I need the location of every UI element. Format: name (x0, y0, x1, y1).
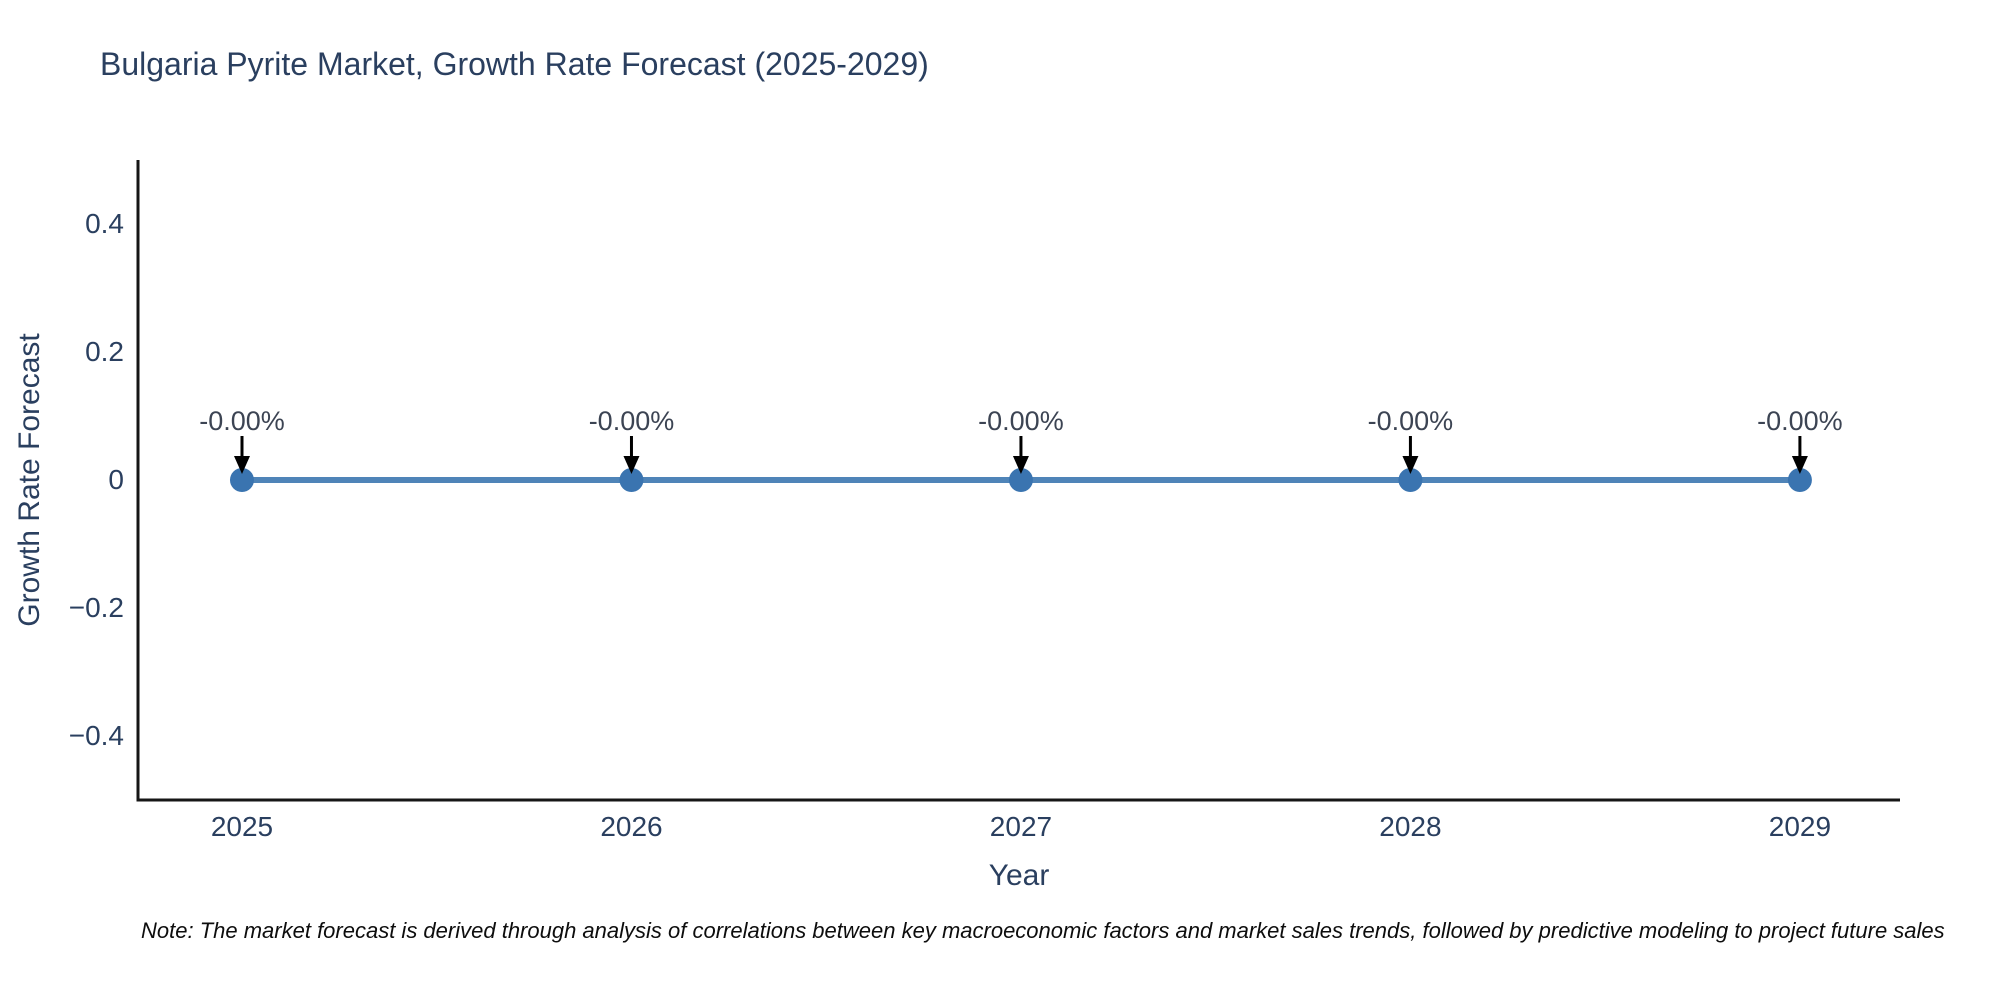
annotation-arrow-head (1402, 456, 1419, 474)
y-tick-label: −0.2 (69, 592, 124, 623)
y-tick-label: −0.4 (69, 720, 124, 751)
data-point (619, 468, 644, 492)
data-point (1787, 468, 1812, 492)
annotation-arrow-head (233, 456, 250, 474)
x-axis-title: Year (988, 859, 1050, 892)
annotation-arrow-head (1012, 456, 1029, 474)
plot-area: 0.4 0.2 0 −0.2 −0.4 2025 2026 2027 2028 2029 -0.00… (69, 160, 1900, 842)
x-tick-label: 2028 (1379, 811, 1441, 842)
point-annotation: -0.00% (978, 406, 1064, 436)
x-tick-label: 2025 (211, 811, 273, 842)
y-tick-label: 0 (108, 464, 124, 495)
annotation-arrow-head (623, 456, 640, 474)
chart-title: Bulgaria Pyrite Market, Growth Rate Fore… (100, 46, 929, 82)
point-annotation: -0.00% (1368, 406, 1454, 436)
y-tick-label: 0.4 (85, 208, 124, 239)
x-tick-label: 2027 (990, 811, 1052, 842)
data-point (1398, 468, 1423, 492)
axis-lines (136, 160, 1900, 802)
x-tick-label: 2026 (600, 811, 662, 842)
annotation-arrow-head (1791, 456, 1808, 474)
point-annotation: -0.00% (589, 406, 675, 436)
x-tick-label: 2029 (1769, 811, 1831, 842)
y-tick-label: 0.2 (85, 336, 124, 367)
footnote: Note: The market forecast is derived thr… (141, 918, 1945, 943)
point-annotation: -0.00% (199, 406, 285, 436)
data-point (1008, 468, 1033, 492)
point-annotation: -0.00% (1757, 406, 1843, 436)
data-point (229, 468, 254, 492)
